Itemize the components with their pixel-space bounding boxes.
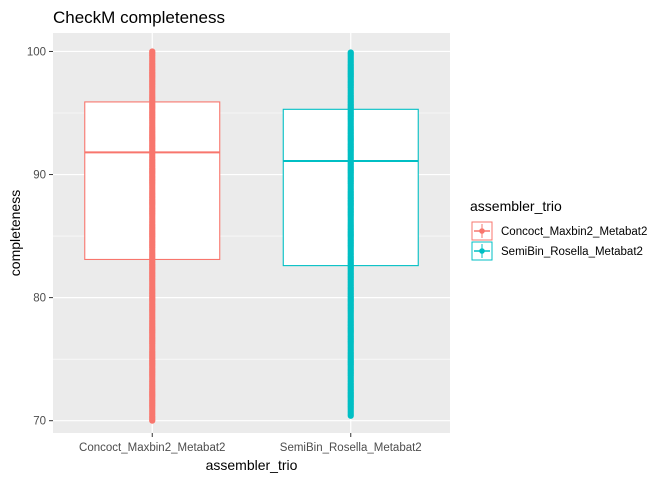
y-tick-label: 70 xyxy=(33,416,46,428)
data-point xyxy=(149,48,156,55)
legend: assembler_trio Concoct_Maxbin2_Metabat2 S… xyxy=(470,198,647,261)
legend-title: assembler_trio xyxy=(470,198,562,214)
legend-key-point xyxy=(479,248,485,254)
y-tick-label: 100 xyxy=(27,46,46,58)
points-layer xyxy=(149,48,354,424)
y-axis-title: completeness xyxy=(7,190,23,276)
x-tick-label: SemiBin_Rosella_Metabat2 xyxy=(280,442,422,454)
y-tick-label: 80 xyxy=(33,293,46,305)
legend-label: SemiBin_Rosella_Metabat2 xyxy=(501,246,643,258)
legend-label: Concoct_Maxbin2_Metabat2 xyxy=(501,226,647,238)
data-point xyxy=(347,49,354,56)
legend-key-point xyxy=(479,228,485,234)
y-tick-label: 90 xyxy=(33,170,46,182)
x-axis: Concoct_Maxbin2_Metabat2 SemiBin_Rosella_… xyxy=(79,433,422,454)
x-axis-title: assembler_trio xyxy=(206,457,298,473)
y-axis: 70 80 90 100 xyxy=(27,46,53,428)
x-tick-label: Concoct_Maxbin2_Metabat2 xyxy=(79,442,225,454)
chart-title: CheckM completeness xyxy=(53,8,225,27)
